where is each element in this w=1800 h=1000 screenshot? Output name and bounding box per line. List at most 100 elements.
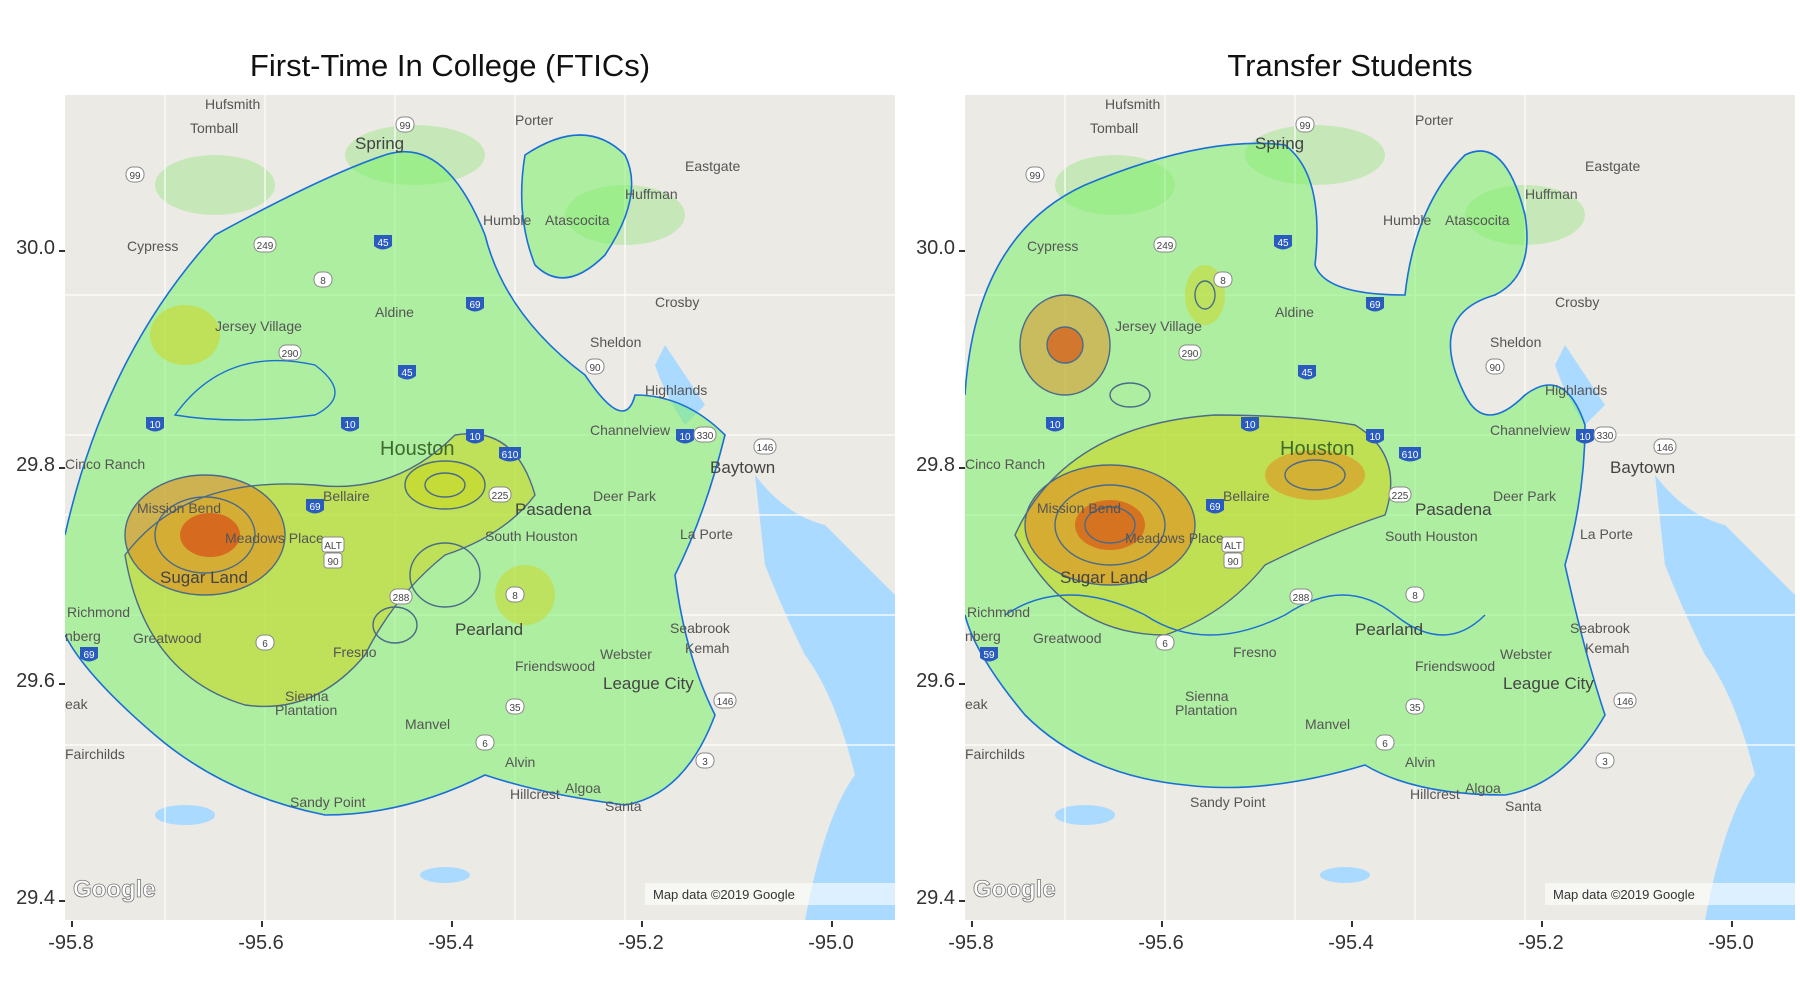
label-fairchilds: Fairchilds [65,746,125,762]
svg-text:10: 10 [469,432,481,443]
label-manvel: Manvel [405,716,450,732]
label-alvin: Alvin [1405,754,1435,770]
label-cinco-ranch: Cinco Ranch [965,456,1045,472]
svg-text:146: 146 [1657,443,1674,454]
label-richmond: Richmond [67,604,130,620]
svg-text:90: 90 [589,363,601,374]
svg-text:69: 69 [309,502,321,513]
svg-text:99: 99 [1029,171,1041,182]
x-tick-label: -95.8 [48,932,94,954]
label-south-houston: South Houston [485,528,578,544]
y-tick-mark [959,683,965,685]
svg-text:610: 610 [1402,450,1419,461]
y-tick-label: 29.6 [916,670,955,692]
map-frame[interactable]: Hufsmith Tomball Spring Porter Eastgate … [965,95,1795,920]
x-tick-label: -95.2 [618,932,664,954]
label-sandy-point: Sandy Point [290,794,366,810]
y-tick-label: 29.8 [916,454,955,476]
svg-text:35: 35 [509,703,521,714]
highway-shields: 99 99 249 8 45 69 290 45 10 10 10 610 10… [980,116,1677,769]
map-svg: Hufsmith Tomball Spring Porter Eastgate … [965,95,1795,920]
map-frame[interactable]: Hufsmith Tomball Spring Porter Eastgate … [65,95,895,920]
y-tick-mark [959,900,965,902]
svg-text:249: 249 [257,241,274,252]
label-meadows-place: Meadows Place [1125,530,1224,546]
svg-text:330: 330 [1597,431,1614,442]
x-tick-label: -95.8 [948,932,994,954]
svg-text:330: 330 [697,431,714,442]
density-layer [65,135,725,815]
label-pearland: Pearland [1355,620,1423,639]
label-fresno: Fresno [1233,644,1277,660]
panel-title: First-Time In College (FTICs) [249,48,651,83]
label-mission-bend: Mission Bend [1037,500,1121,516]
svg-text:35: 35 [1409,703,1421,714]
label-rosenberg: nberg [965,628,1001,644]
svg-text:146: 146 [1617,697,1634,708]
label-tomball: Tomball [190,120,238,136]
svg-text:69: 69 [1209,502,1221,513]
y-tick-mark [959,250,965,252]
svg-text:45: 45 [1277,238,1289,249]
google-logo: Google [73,876,156,903]
y-tick-mark [59,900,65,902]
svg-text:146: 146 [757,443,774,454]
svg-text:8: 8 [320,276,326,287]
label-bellaire: Bellaire [323,488,370,504]
label-la-porte: La Porte [1580,526,1633,542]
svg-text:10: 10 [1369,432,1381,443]
map-attribution: Map data ©2019 Google [653,887,795,902]
y-tick-label: 29.8 [16,454,55,476]
label-algoa: Algoa [565,780,601,796]
x-tick-mark [1541,921,1543,927]
svg-text:90: 90 [1489,363,1501,374]
svg-text:ALT: ALT [1224,541,1242,552]
label-plantation: Plantation [275,702,337,718]
label-deer-park: Deer Park [1493,488,1557,504]
x-tick-mark [971,921,973,927]
svg-text:8: 8 [512,591,518,602]
google-logo: Google [973,876,1056,903]
label-hufsmith: Hufsmith [205,96,260,112]
x-tick-mark [1731,921,1733,927]
label-highlands: Highlands [1545,382,1607,398]
svg-text:225: 225 [1392,491,1409,502]
svg-text:99: 99 [129,171,141,182]
label-la-porte: La Porte [680,526,733,542]
attribution: Google Map data ©2019 Google [73,876,895,905]
y-tick-label: 30.0 [16,237,55,259]
y-tick-label: 29.4 [916,887,955,909]
label-fairchilds: Fairchilds [965,746,1025,762]
label-meadows-place: Meadows Place [225,530,324,546]
label-sugar-land: Sugar Land [160,568,248,587]
y-tick-label: 29.6 [16,670,55,692]
y-tick-mark [59,467,65,469]
label-spring: Spring [355,134,404,153]
label-channelview: Channelview [590,422,671,438]
label-seabrook: Seabrook [670,620,731,636]
svg-text:146: 146 [717,697,734,708]
svg-text:3: 3 [702,757,708,768]
label-santa: Santa [605,798,642,814]
label-porter: Porter [515,112,553,128]
svg-text:45: 45 [1301,368,1313,379]
svg-text:288: 288 [393,593,410,604]
svg-text:45: 45 [377,238,389,249]
svg-text:3: 3 [1602,757,1608,768]
label-webster: Webster [1500,646,1552,662]
label-houston: Houston [1280,438,1355,460]
svg-text:10: 10 [1244,420,1256,431]
x-tick-mark [1161,921,1163,927]
svg-text:10: 10 [1579,432,1591,443]
label-hillcrest: Hillcrest [510,786,560,802]
label-santa: Santa [1505,798,1542,814]
label-houston: Houston [380,438,455,460]
label-spring: Spring [1255,134,1304,153]
y-tick-mark [959,467,965,469]
svg-text:69: 69 [83,650,95,661]
label-greatwood: Greatwood [1033,630,1101,646]
label-eak: eak [965,696,989,712]
svg-text:288: 288 [1293,593,1310,604]
label-pearland: Pearland [455,620,523,639]
label-bellaire: Bellaire [1223,488,1270,504]
